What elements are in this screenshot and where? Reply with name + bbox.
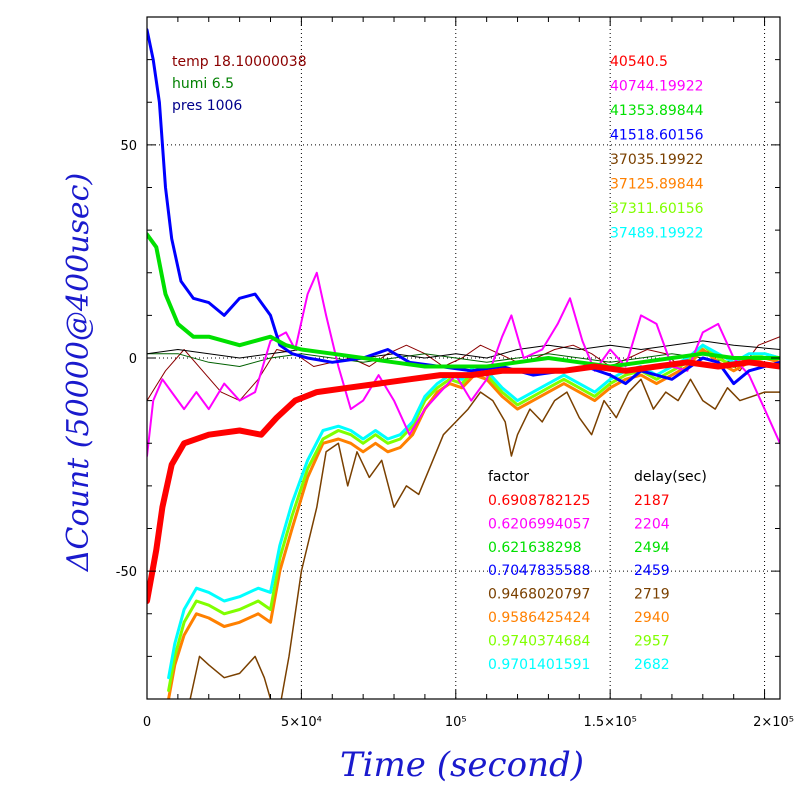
series-legend-label: 41353.89844 — [610, 103, 704, 119]
series-line — [189, 378, 780, 699]
factor-value: 0.6908782125 — [488, 493, 590, 509]
delay-header: delay(sec) — [634, 469, 707, 485]
x-axis-title: Time (second) — [340, 745, 584, 785]
series-legend-label: 37125.89844 — [610, 177, 704, 193]
series-line — [167, 343, 780, 692]
series-line — [147, 28, 780, 386]
series-legend-label: 37035.19922 — [610, 152, 704, 168]
series-legend-label: 40540.5 — [610, 54, 668, 70]
tick-labels: 0 5×10⁴ 10⁵ 1.5×10⁵ 2×10⁵ 50 0 -50 — [116, 139, 794, 730]
x-tick-label: 10⁵ — [445, 715, 467, 730]
ticks — [146, 16, 780, 700]
series-legend-label: 40744.19922 — [610, 79, 704, 95]
y-axis-title: ΔCount (50000@400usec) — [61, 173, 96, 572]
delay-value: 2494 — [634, 540, 670, 556]
delay-value: 2187 — [634, 493, 670, 509]
delay-value: 2204 — [634, 516, 670, 532]
delay-value: 2719 — [634, 587, 670, 603]
factor-header: factor — [488, 469, 529, 485]
factor-value: 0.9468020797 — [488, 587, 590, 603]
factor-value: 0.621638298 — [488, 540, 582, 556]
delay-value: 2957 — [634, 633, 670, 649]
env-label: humi 6.5 — [172, 76, 234, 92]
series-line — [147, 359, 780, 604]
x-tick-label: 0 — [143, 715, 151, 730]
environment-line — [147, 353, 780, 367]
y-tick-label: 50 — [120, 139, 137, 154]
series-legend-label: 37489.19922 — [610, 226, 704, 242]
factor-value: 0.9701401591 — [488, 657, 590, 673]
factor-value: 0.6206994057 — [488, 516, 590, 532]
delay-value: 2459 — [634, 563, 670, 579]
delay-value: 2940 — [634, 610, 670, 626]
series-line — [167, 348, 780, 699]
y-tick-label: -50 — [116, 565, 137, 580]
series-line — [147, 232, 780, 369]
x-tick-label: 1.5×10⁵ — [584, 715, 637, 730]
plot-area — [147, 28, 780, 699]
factor-value: 0.7047835588 — [488, 563, 590, 579]
series-legend-label: 41518.60156 — [610, 128, 704, 144]
factor-value: 0.9740374684 — [488, 633, 591, 649]
series-lines — [147, 28, 780, 699]
env-label: pres 1006 — [172, 98, 242, 114]
factor-value: 0.9586425424 — [488, 610, 591, 626]
env-label: temp 18.10000038 — [172, 54, 307, 70]
delay-value: 2682 — [634, 657, 670, 673]
series-line — [147, 271, 780, 457]
x-tick-label: 5×10⁴ — [281, 715, 322, 730]
annotations: temp 18.10000038 humi 6.5 pres 1006 40540.5… — [172, 54, 707, 673]
y-tick-label: 0 — [129, 352, 137, 367]
series-legend-label: 37311.60156 — [610, 201, 704, 217]
environment-line — [147, 340, 780, 359]
x-tick-label: 2×10⁵ — [753, 715, 794, 730]
